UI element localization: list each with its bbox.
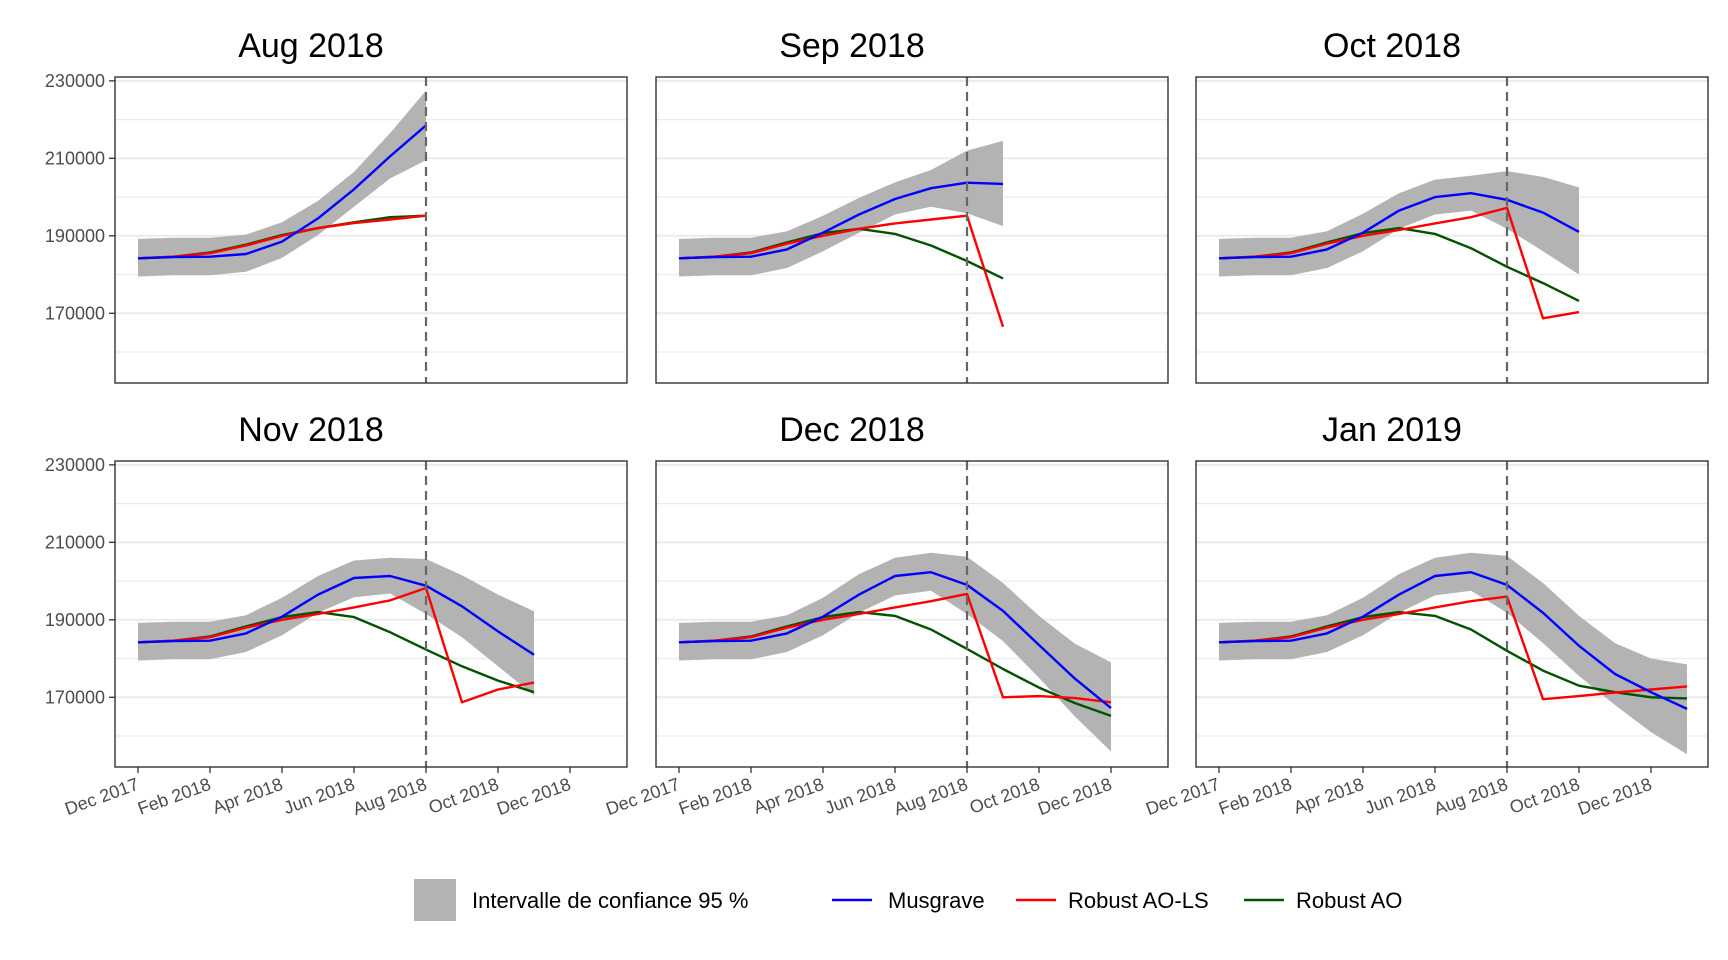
panel-nov-2018: Nov 2018 170000 190000 210000 230000 Dec 2017… bbox=[45, 411, 628, 819]
y-tick-label: 190000 bbox=[45, 226, 105, 246]
panel-border bbox=[1195, 76, 1709, 384]
panel-background bbox=[115, 77, 627, 383]
x-tick-label: Oct 2018 bbox=[967, 774, 1042, 818]
legend: Intervalle de confiance 95 % Musgrave Ro… bbox=[414, 879, 1402, 921]
x-tick-label: Dec 2018 bbox=[494, 774, 573, 819]
x-tick-label: Dec 2018 bbox=[1575, 774, 1654, 819]
x-tick-label: Dec 2017 bbox=[603, 774, 682, 819]
robust-ao-ls-line bbox=[678, 214, 1005, 328]
panel-border bbox=[1195, 460, 1709, 768]
panel-border bbox=[114, 460, 628, 768]
x-tick-label: Dec 2018 bbox=[1035, 774, 1114, 819]
panel-border bbox=[655, 76, 1169, 384]
robust-ao-ls-line bbox=[137, 214, 427, 260]
x-tick-label: Jun 2018 bbox=[822, 774, 898, 818]
robust-ao-ls-line bbox=[1218, 206, 1580, 320]
x-tick-label: Dec 2017 bbox=[62, 774, 141, 819]
panel-title: Aug 2018 bbox=[238, 27, 384, 65]
panel-title: Sep 2018 bbox=[779, 27, 925, 65]
panel-data bbox=[137, 90, 427, 277]
panel-title: Jan 2019 bbox=[1322, 411, 1462, 449]
musgrave-line bbox=[137, 124, 427, 260]
musgrave-line bbox=[678, 181, 1004, 260]
chart-panels: Aug 2018 170000 190000 210000 230000 Sep 2018… bbox=[45, 27, 1709, 819]
y-tick-label: 210000 bbox=[45, 148, 105, 168]
ci-band bbox=[679, 552, 1111, 752]
legend-label-ao: Robust AO bbox=[1296, 888, 1402, 913]
x-tick-label: Apr 2018 bbox=[1291, 774, 1366, 818]
panel-data bbox=[1218, 171, 1580, 320]
legend-label-ci: Intervalle de confiance 95 % bbox=[472, 888, 748, 913]
panel-data bbox=[678, 552, 1112, 752]
x-tick-label: Aug 2018 bbox=[350, 774, 429, 819]
x-tick-label: Feb 2018 bbox=[135, 774, 213, 819]
y-tick-label: 230000 bbox=[45, 455, 105, 475]
x-tick-label: Oct 2018 bbox=[426, 774, 501, 818]
musgrave-line bbox=[1218, 191, 1580, 260]
ci-band bbox=[1219, 552, 1687, 755]
x-tick-label: Jun 2018 bbox=[281, 774, 357, 818]
legend-key-ci-swatch bbox=[414, 879, 456, 921]
x-tick-label: Apr 2018 bbox=[751, 774, 826, 818]
panel-background bbox=[1196, 77, 1708, 383]
y-tick-label: 190000 bbox=[45, 610, 105, 630]
legend-label-aols: Robust AO-LS bbox=[1068, 888, 1209, 913]
x-tick-label: Aug 2018 bbox=[1431, 774, 1510, 819]
panel-data bbox=[1218, 552, 1688, 755]
x-tick-label: Feb 2018 bbox=[1216, 774, 1294, 819]
panel-data bbox=[678, 140, 1005, 328]
panel-grid bbox=[115, 463, 627, 737]
panel-title: Oct 2018 bbox=[1323, 27, 1461, 65]
y-tick-label: 230000 bbox=[45, 71, 105, 91]
x-tick-label: Aug 2018 bbox=[891, 774, 970, 819]
musgrave-line bbox=[1218, 571, 1688, 710]
musgrave-line bbox=[678, 571, 1112, 710]
x-tick-label: Jun 2018 bbox=[1362, 774, 1438, 818]
legend-label-musgrave: Musgrave bbox=[888, 888, 985, 913]
panel-background bbox=[656, 77, 1168, 383]
panel-border bbox=[655, 460, 1169, 768]
robust-ao-ls-line bbox=[137, 586, 535, 704]
panel-sep-2018: Sep 2018 bbox=[655, 27, 1169, 384]
panel-title: Dec 2018 bbox=[779, 411, 925, 449]
x-tick-label: Apr 2018 bbox=[210, 774, 285, 818]
panel-background bbox=[1196, 461, 1708, 767]
y-tick-label: 170000 bbox=[45, 303, 105, 323]
panel-aug-2018: Aug 2018 170000 190000 210000 230000 bbox=[45, 27, 628, 384]
y-tick-label: 210000 bbox=[45, 532, 105, 552]
x-tick-label: Dec 2017 bbox=[1143, 774, 1222, 819]
robust-ao-ls-line bbox=[678, 592, 1112, 704]
musgrave-line bbox=[137, 574, 535, 656]
x-tick-label: Feb 2018 bbox=[676, 774, 754, 819]
panel-data bbox=[137, 557, 535, 704]
robust-ao-ls-line bbox=[1218, 595, 1688, 701]
panel-background bbox=[115, 461, 627, 767]
panel-title: Nov 2018 bbox=[238, 411, 384, 449]
panel-oct-2018: Oct 2018 bbox=[1195, 27, 1709, 384]
ci-band bbox=[679, 140, 1003, 277]
panel-border bbox=[114, 76, 628, 384]
y-tick-label: 170000 bbox=[45, 687, 105, 707]
x-tick-label: Oct 2018 bbox=[1507, 774, 1582, 818]
